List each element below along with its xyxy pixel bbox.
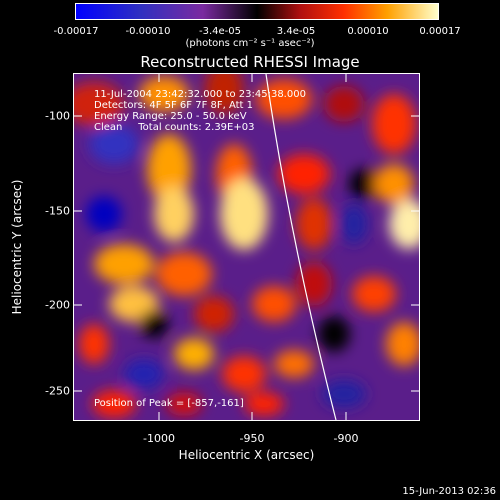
colorbar-tick-5: 0.00010 [347,26,389,37]
heatmap-blob [194,296,234,332]
heatmap-blob [124,359,164,389]
colorbar-tick-6: 0.00017 [419,26,461,37]
heatmap-blob [372,94,416,154]
y-tick-label-2: -150 [45,204,70,218]
heatmap-blob [322,380,366,408]
heatmap-blob [296,198,332,250]
x-tick-label-1: -1000 [143,432,175,445]
plot-frame [73,73,420,421]
heatmap-blob [274,350,314,378]
heatmap-blob [79,324,109,364]
colorbar-tick-1: -0.00017 [53,26,99,37]
y-tick-label-3: -200 [45,298,70,312]
annotation-detectors: Detectors: 4F 5F 6F 7F 8F, Att 1 [94,100,254,111]
heatmap-blob [244,392,284,416]
heatmap-blob [389,199,419,249]
heatmap-blob [222,356,266,392]
heatmap-blob [154,186,194,242]
heatmap-blob [174,338,214,370]
heatmap-blob [74,82,124,126]
y-axis-title: Heliocentric Y (arcsec) [10,179,24,315]
heatmap-blob [352,276,396,312]
x-tick-label-2: -950 [239,432,265,445]
heatmap-blob [296,262,332,306]
heatmap-blob [340,204,368,244]
heatmap-blob [94,244,154,284]
annotation-energy-range: Energy Range: 25.0 - 50.0 keV [94,111,247,122]
heatmap-blob [204,74,244,114]
colorbar-unit: (photons cm⁻² s⁻¹ asec⁻²) [185,38,315,49]
heatmap-blob [386,322,419,366]
colorbar-tick-3: -3.4e-05 [199,26,241,37]
heatmap-blob [147,134,191,204]
colorbar-tick-2: -0.00010 [125,26,171,37]
heatmap-blob [139,76,189,112]
peak-position-label: Position of Peak = [-857,-161] [94,398,244,409]
heatmap-blob [349,169,379,199]
heatmap-blob [318,316,350,352]
y-tick-label-1: -100 [45,109,70,123]
heatmap-blob [92,390,136,418]
colorbar-tick-4: 3.4e-05 [276,26,316,37]
annotation-clean-counts: Clean Total counts: 2.39E+03 [94,122,255,133]
heatmap-blob [278,154,330,194]
heatmap-blob [220,178,268,250]
x-tick-label-3: -900 [333,432,359,445]
x-axis-title: Heliocentric X (arcsec) [178,448,315,462]
heatmap-blob [252,286,296,322]
heatmap-blob [256,79,312,119]
heatmap-blob [324,86,364,122]
heatmap-blob [86,196,122,232]
heatmap-blob [89,124,139,164]
heatmap-blob [156,252,212,296]
annotation-time-range: 11-Jul-2004 23:42:32.000 to 23:45:38.000 [94,89,306,100]
colorbar [75,3,439,20]
heatmap-image [74,74,419,420]
heatmap-blob [166,392,202,416]
solar-limb-line [265,74,337,420]
render-timestamp: 15-Jun-2013 02:36 [402,486,496,497]
heatmap-blob [140,310,168,338]
heatmap-blob [374,164,414,204]
y-tick-label-4: -250 [45,384,70,398]
chart-title: Reconstructed RHESSI Image [140,53,360,71]
